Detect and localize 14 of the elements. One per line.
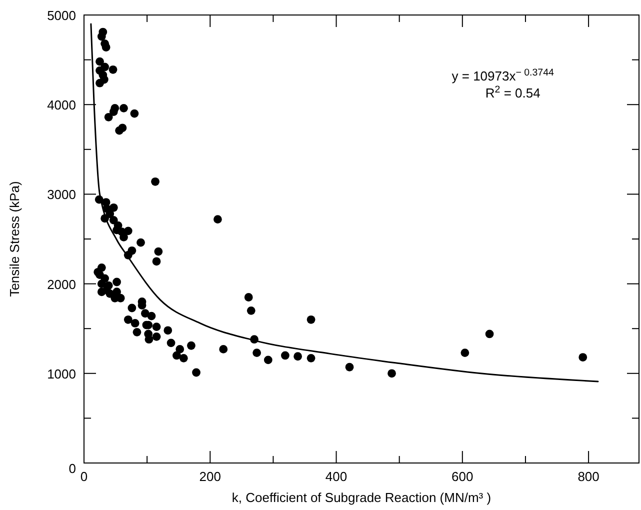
y-tick-label: 1000 [47, 366, 76, 382]
y-tick-label: 5000 [47, 8, 76, 23]
x-axis-title: k, Coefficient of Subgrade Reaction (MN/m³ ) [232, 490, 492, 505]
x-tick-label: 600 [452, 469, 474, 484]
x-tick-label: 400 [325, 469, 348, 484]
annotation: R$^{2}$ = 0.54 [485, 84, 540, 100]
x-tick-label: 800 [578, 469, 600, 484]
y-axis-title: Tensile Stress (kPa) [7, 181, 22, 297]
y-tick-label: 3000 [47, 187, 76, 202]
y-tick-label: 2000 [47, 276, 76, 292]
y-tick-label: 4000 [47, 98, 76, 113]
annotation: y = 10973x$^{− 0.3744}$ [452, 66, 555, 84]
x-tick-label: 200 [199, 469, 221, 484]
x-tick-label: 0 [80, 469, 88, 484]
